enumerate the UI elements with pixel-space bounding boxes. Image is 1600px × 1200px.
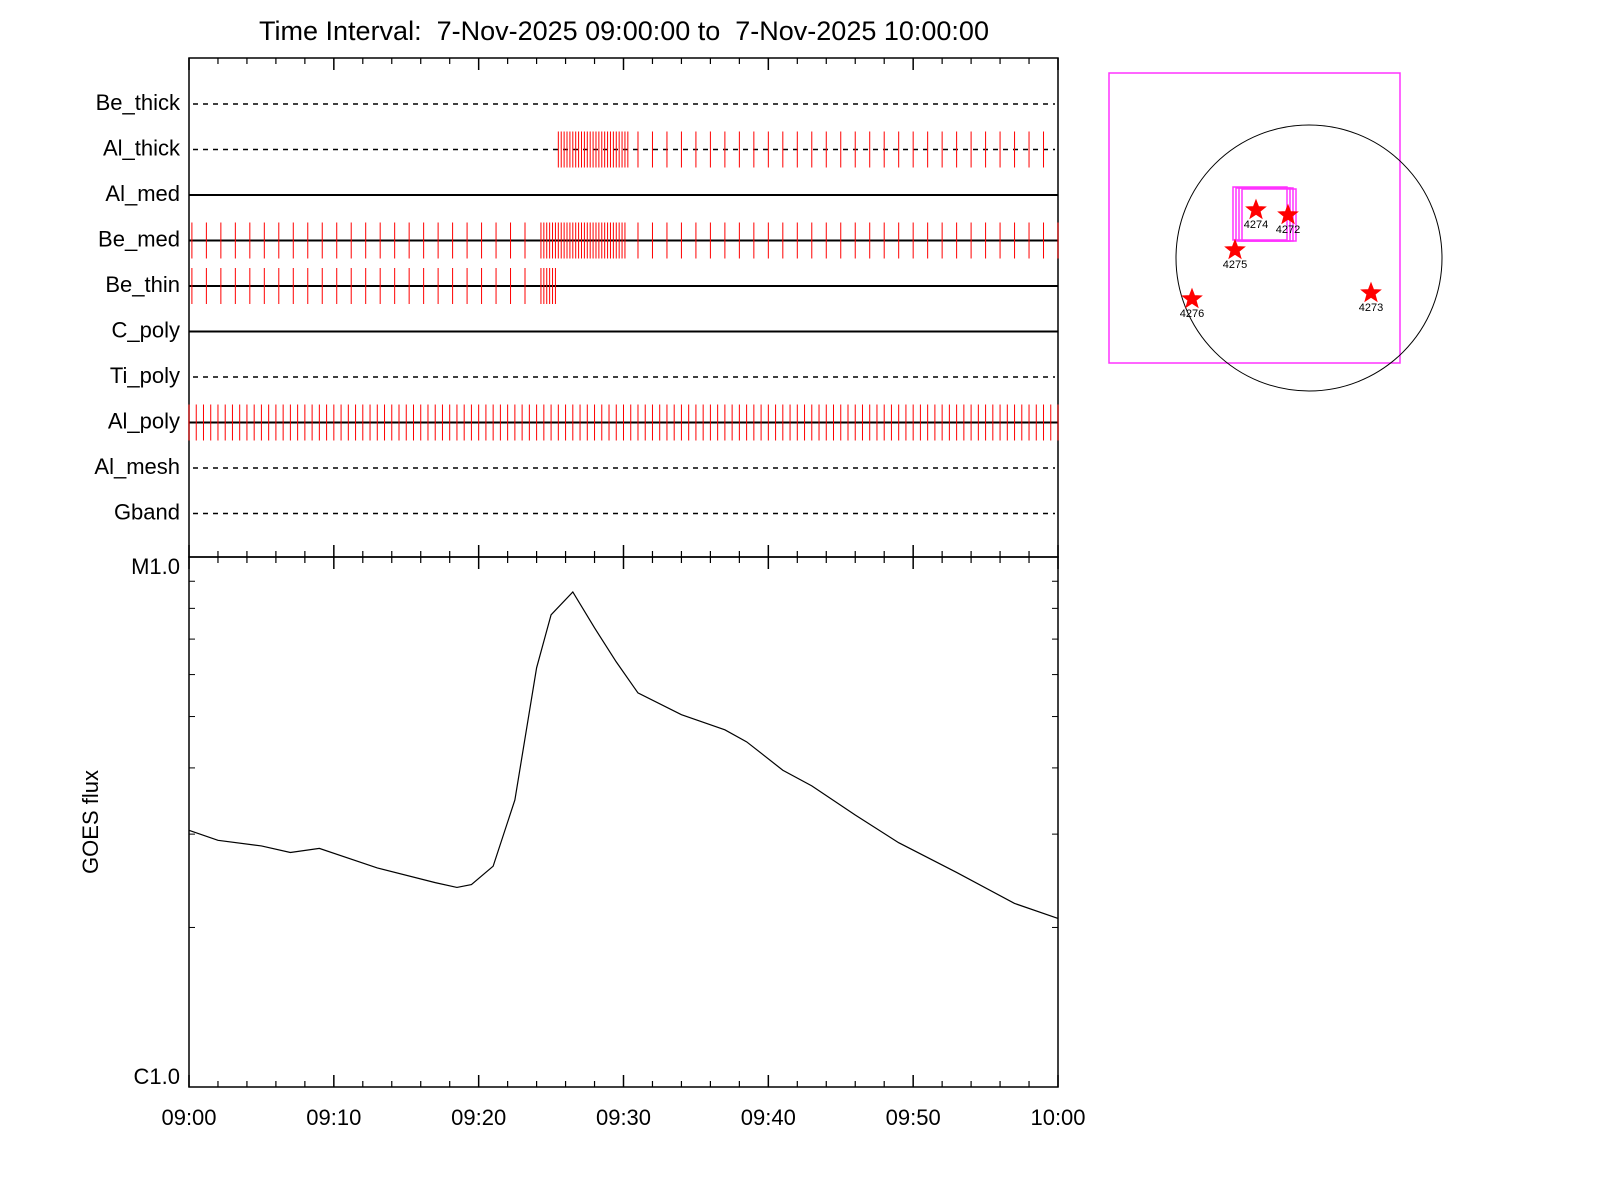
- x-tick-label: 09:10: [306, 1105, 361, 1130]
- y-tick-label: M1.0: [131, 554, 180, 579]
- x-tick-label: 09:20: [451, 1105, 506, 1130]
- row-label: Gband: [114, 499, 180, 524]
- solar-limb: [1175, 124, 1443, 392]
- goes-flux-line: [188, 590, 1059, 919]
- x-tick-label: 09:30: [596, 1105, 651, 1130]
- y-tick-label: C1.0: [134, 1064, 180, 1089]
- region-star: [1360, 281, 1382, 303]
- row-label: Al_med: [105, 181, 180, 206]
- region-star: [1181, 287, 1203, 309]
- region-label: 4273: [1359, 302, 1383, 314]
- x-tick-label: 09:50: [886, 1105, 941, 1130]
- region-label: 4276: [1180, 308, 1204, 320]
- row-label: Be_thick: [96, 90, 181, 115]
- region-star: [1224, 238, 1246, 260]
- row-label: Al_poly: [108, 408, 180, 433]
- row-label: Be_thin: [105, 272, 180, 297]
- x-tick-label: 09:40: [741, 1105, 796, 1130]
- row-label: Be_med: [98, 226, 180, 251]
- row-label: Al_mesh: [94, 454, 180, 479]
- region-label: 4274: [1244, 219, 1268, 231]
- region-label: 4275: [1223, 259, 1247, 271]
- fov-box: [1108, 72, 1401, 364]
- row-label: Al_thick: [103, 135, 181, 160]
- x-tick-label: 10:00: [1030, 1105, 1085, 1130]
- region-label: 4272: [1276, 224, 1300, 236]
- flux-frame: [188, 556, 1059, 1088]
- row-label: Ti_poly: [110, 363, 180, 388]
- region-star: [1277, 203, 1299, 225]
- region-star: [1245, 198, 1267, 220]
- row-label: C_poly: [112, 317, 180, 342]
- y-axis-label: GOES flux: [78, 770, 103, 874]
- axes: [188, 57, 1059, 1088]
- x-tick-label: 09:00: [161, 1105, 216, 1130]
- chart-title: Time Interval: 7-Nov-2025 09:00:00 to 7-…: [259, 16, 989, 46]
- roi-box: [1241, 188, 1297, 242]
